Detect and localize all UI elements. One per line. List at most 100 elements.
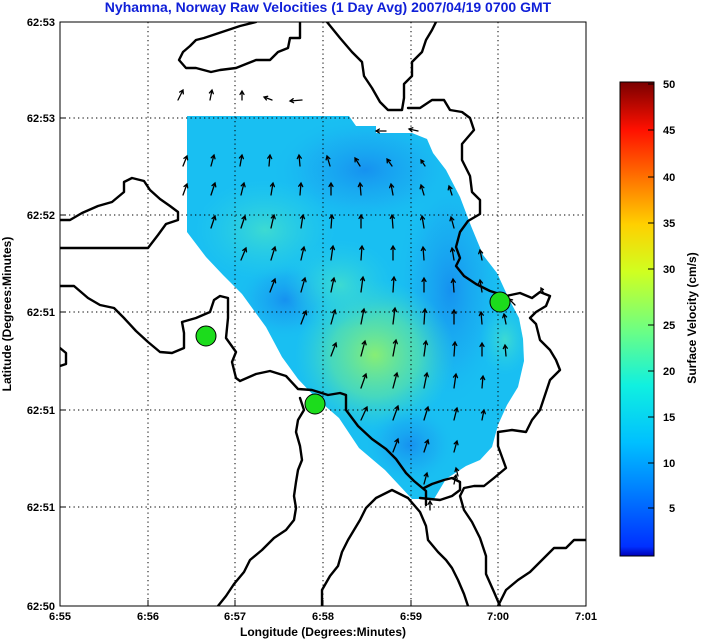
x-axis-label: Longitude (Degrees:Minutes) [240,625,406,639]
station-east-marker [489,291,511,313]
x-tick-label: 6:59 [400,611,422,623]
colorbar-label: Surface Velocity (cm/s) [685,252,699,383]
velocity-arrow [419,183,425,196]
colorbar-tick-label: 30 [663,264,675,276]
colorbar-tick-label: 25 [663,320,675,332]
colorbar-gradient [620,82,654,556]
velocity-arrow [357,181,363,196]
colorbar-tick-label: 10 [663,458,675,470]
velocity-arrow [479,341,485,357]
velocity-arrow [262,95,273,101]
y-tick-label: 62:51 [27,502,55,514]
velocity-arrow [390,244,396,261]
x-tick-label: 7:01 [575,611,597,623]
map-plot-area [60,22,586,606]
colorbar-tick-label: 50 [663,79,675,91]
velocity-arrow [449,246,456,261]
velocity-arrow [270,213,276,229]
station-south-marker [304,393,326,415]
velocity-arrow [421,276,427,293]
velocity-arrow [182,154,189,167]
velocity-arrow [210,153,216,167]
y-tick-label: 62:53 [27,113,55,125]
velocity-arrow [423,438,430,453]
x-tick-label: 6:55 [49,611,71,623]
velocity-arrow [329,244,336,261]
velocity-arrow [296,153,302,167]
velocity-arrow [427,499,433,511]
velocity-arrow [454,466,460,477]
velocity-arrow [300,276,307,293]
velocity-arrow [447,184,453,196]
x-tick-label: 6:57 [224,611,246,623]
velocity-arrow [354,156,361,167]
velocity-arrow [288,98,303,104]
velocity-arrow [300,245,306,261]
x-tick-label: 6:58 [312,611,334,623]
velocity-arrow [452,340,458,357]
colorbar-tick-label: 35 [663,218,675,230]
velocity-arrow [420,158,426,167]
colorbar-tick-label: 5 [669,503,675,515]
velocity-arrow [374,128,387,134]
coastline [60,22,586,606]
velocity-arrow [478,310,484,325]
velocity-arrow [391,275,397,293]
velocity-arrow [502,312,508,325]
velocity-arrow [392,371,399,389]
velocity-arrow [423,405,430,421]
velocity-arrow [451,308,457,325]
velocity-arrow [360,339,367,357]
velocity-arrow [480,408,486,421]
station-west-marker [195,325,217,347]
colorbar-frame [619,81,655,557]
velocity-arrow [388,182,395,196]
velocity-arrow [240,181,246,196]
velocity-arrow [238,153,245,167]
colorbar-tick-label: 15 [663,412,675,424]
velocity-arrow [240,214,247,229]
velocity-arrow [239,89,245,101]
velocity-arrow [330,276,336,293]
velocity-arrow [391,306,398,325]
velocity-arrow [270,245,277,261]
velocity-arrow [269,181,276,196]
velocity-arrow [478,248,484,261]
y-tick-label: 62:52 [27,210,55,222]
velocity-arrow [423,371,429,389]
velocity-arrow [502,343,508,357]
velocity-arrow [177,88,184,101]
velocity-arrow [386,157,393,167]
velocity-arrow [359,275,366,293]
velocity-arrow [420,245,426,261]
y-tick-label: 62:53 [27,17,55,29]
colorbar-tick-label: 20 [663,366,675,378]
colorbar: 5 10 15 20 25 30 35 40 45 50 Surface Vel… [619,79,699,557]
y-tick-label: 62:51 [27,405,55,417]
velocity-arrow [358,213,364,229]
x-tick-label: 7:00 [487,611,509,623]
velocity-arrow [360,405,369,421]
velocity-arrow [182,182,189,196]
y-axis-label: Latitude (Degrees:Minutes) [0,237,14,392]
velocity-arrow [453,439,459,453]
velocity-arrow [208,88,214,101]
velocity-vectors [177,88,545,511]
velocity-arrow [392,338,398,357]
velocity-arrow [210,214,217,229]
velocity-arrow [392,437,400,453]
velocity-arrow [360,307,366,325]
velocity-arrow [360,372,368,389]
velocity-field [187,116,524,499]
y-axis: 62:50 62:51 62:51 62:51 62:52 62:53 62:5… [0,17,66,613]
velocity-arrow [325,154,331,167]
velocity-arrow [453,406,459,421]
velocity-arrow [298,181,304,196]
velocity-arrow [452,372,459,389]
velocity-arrow [330,341,338,357]
velocity-arrow [299,213,306,229]
y-tick-label: 62:50 [27,601,55,613]
colorbar-tick-label: 40 [663,172,675,184]
